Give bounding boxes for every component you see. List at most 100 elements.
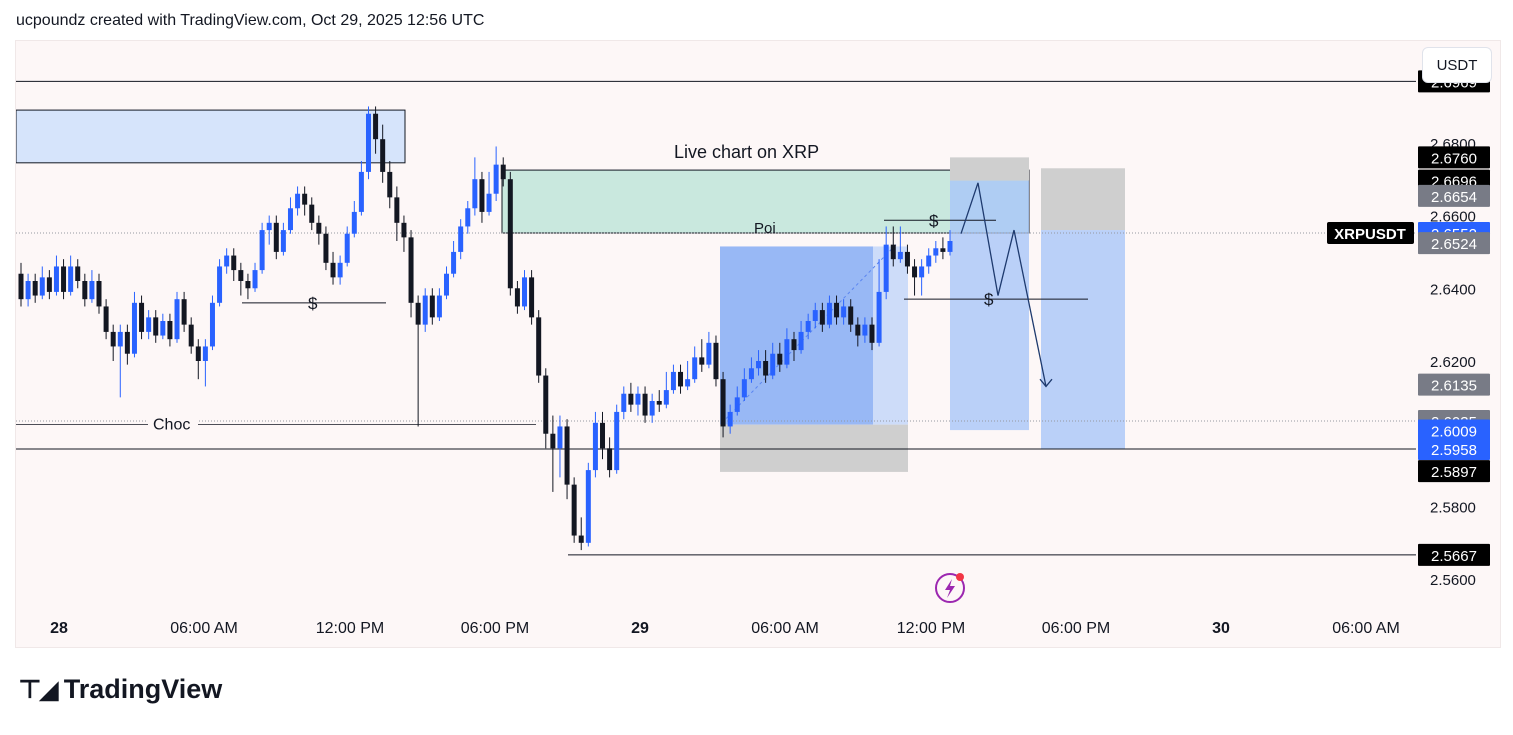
candle-body [805, 321, 811, 332]
candle-body [131, 302, 137, 354]
candle [394, 186, 400, 241]
notification-dot [956, 573, 964, 581]
candle-body [202, 346, 208, 361]
candle [720, 371, 726, 438]
candle-body [777, 353, 783, 365]
candle-body [479, 179, 485, 212]
candle-body [834, 302, 840, 318]
candle-body [39, 277, 45, 296]
candle [181, 291, 187, 332]
candle [110, 324, 116, 361]
candle-body [75, 266, 81, 281]
candle-body [451, 251, 457, 274]
candle [415, 295, 421, 427]
candle [514, 281, 520, 314]
candle-body [238, 270, 244, 281]
candle [401, 215, 407, 252]
price-label: 2.6135 [1431, 378, 1477, 395]
candle-body [507, 179, 513, 289]
candle [592, 411, 598, 478]
candle-body [139, 302, 145, 332]
candle-body [429, 295, 435, 318]
candle-body [876, 291, 882, 343]
candle-body [784, 339, 790, 365]
candle [174, 291, 180, 343]
candle [571, 477, 577, 543]
price-label-bg [1418, 232, 1490, 255]
y-axis-tick: 2.5600 [1430, 572, 1476, 589]
candle [663, 371, 669, 409]
candle-body [61, 266, 67, 292]
price-label-bg [1418, 419, 1490, 442]
candle-body [841, 306, 847, 318]
candle-body [380, 139, 386, 172]
candle-body [266, 222, 272, 231]
candle [578, 517, 584, 551]
candle [458, 219, 464, 260]
candle [621, 386, 627, 420]
candle-body [855, 324, 861, 336]
candle [841, 299, 847, 325]
candle-body [756, 361, 762, 369]
candle [146, 310, 152, 340]
candle [330, 251, 336, 285]
candle-body [32, 281, 38, 296]
candle [422, 288, 428, 332]
candle-body [826, 302, 832, 325]
short-stop-zone-1 [950, 157, 1029, 181]
candle [217, 259, 223, 307]
candle [451, 241, 457, 278]
candle [160, 313, 166, 340]
x-axis-tick: 30 [1212, 620, 1230, 637]
candle [103, 299, 109, 340]
candle [834, 295, 840, 325]
candle [933, 241, 939, 263]
candle [522, 270, 528, 311]
candle [68, 255, 74, 296]
candle [18, 262, 24, 307]
x-axis-tick: 06:00 AM [170, 620, 238, 637]
candle-body [408, 237, 414, 303]
candle [259, 222, 265, 274]
x-axis-tick: 06:00 PM [1042, 620, 1110, 637]
candle-body [720, 379, 726, 427]
candle [25, 273, 31, 307]
candle [819, 302, 825, 332]
candle-body [209, 302, 215, 347]
projection-path [960, 182, 1047, 387]
currency-button[interactable]: USDT [1422, 47, 1492, 83]
candle-body [522, 277, 528, 307]
symbol-label: XRPUSDT [1334, 226, 1406, 243]
lightning-icon-bolt [945, 579, 955, 598]
candle [124, 324, 130, 365]
candle-body [947, 241, 953, 252]
candle-body [500, 164, 506, 180]
candle-body [224, 255, 230, 267]
candle-body [706, 342, 712, 365]
candle [741, 368, 747, 401]
price-label: 2.5897 [1431, 464, 1477, 481]
candle-body [25, 281, 31, 300]
candle [777, 342, 783, 372]
candle [238, 262, 244, 296]
candle [75, 259, 81, 289]
candle [302, 186, 308, 216]
candle [287, 197, 293, 234]
candle [678, 364, 684, 394]
x-axis-tick: 06:00 PM [461, 620, 529, 637]
candle-body [167, 321, 173, 340]
tradingview-logo[interactable]: ⊤◢ TradingView [18, 674, 222, 705]
candle [798, 321, 804, 354]
candle-body [287, 208, 293, 231]
candle-body [351, 211, 357, 234]
candle-body [600, 422, 606, 449]
candle-body [557, 426, 563, 449]
candle-body [819, 310, 825, 325]
projection-arrowhead [1039, 378, 1053, 388]
candle [585, 462, 591, 547]
candle [706, 331, 712, 369]
candle [117, 324, 123, 398]
candle-body [387, 171, 393, 198]
